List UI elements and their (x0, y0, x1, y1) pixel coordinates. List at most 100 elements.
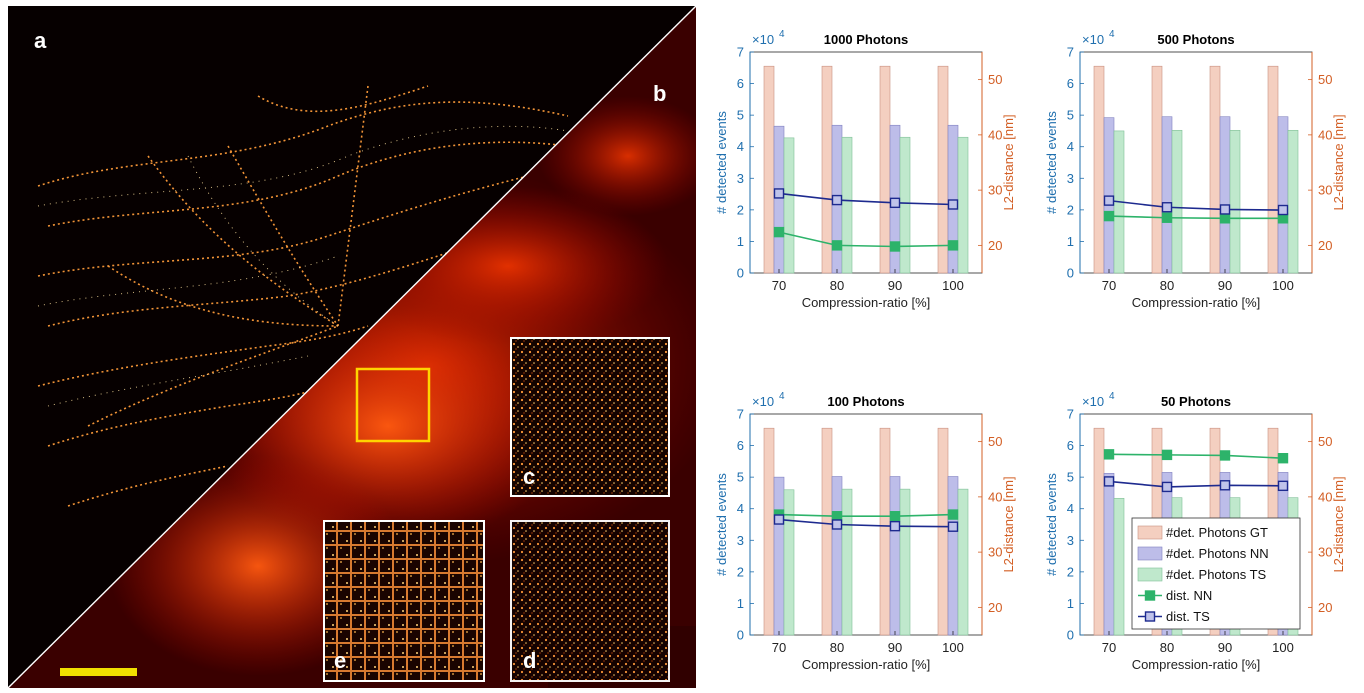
panel-label-c: c (523, 464, 535, 489)
y-tick-label: 1 (737, 234, 744, 249)
x-axis-label: Compression-ratio [%] (1132, 295, 1261, 310)
y2-tick-label: 30 (988, 183, 1002, 198)
roi-box (355, 367, 431, 443)
y2-axis-label: L2-distance [nm] (1001, 476, 1016, 572)
scale-bar (60, 668, 137, 676)
y-tick-label: 6 (737, 438, 744, 453)
point-dist-nn-100 (947, 509, 959, 520)
y-tick-label: 2 (737, 202, 744, 217)
y-tick-label: 1 (1067, 234, 1074, 249)
bar--det-photons-nn-100 (947, 124, 959, 274)
y-exponent-power: 4 (779, 391, 785, 402)
y2-axis-label: L2-distance [nm] (1331, 114, 1346, 210)
bar--det-photons-nn-90 (1219, 116, 1231, 274)
x-tick-label: 100 (1272, 640, 1294, 655)
point-dist-ts-100 (947, 199, 959, 210)
bar--det-photons-nn-70 (1103, 117, 1115, 274)
point-dist-ts-80 (831, 519, 843, 530)
y-exponent-power: 4 (1109, 29, 1115, 40)
y-tick-label: 1 (1067, 596, 1074, 611)
point-dist-nn-100 (947, 240, 959, 251)
y2-tick-label: 20 (1318, 600, 1332, 615)
bar--det-photons-gt-100 (1267, 65, 1279, 274)
x-tick-label: 80 (1160, 640, 1174, 655)
bar--det-photons-gt-80 (1151, 65, 1163, 274)
legend-swatch (1137, 525, 1163, 540)
bar--det-photons-ts-80 (841, 136, 853, 274)
x-tick-label: 90 (1218, 640, 1232, 655)
y-tick-label: 4 (737, 501, 744, 516)
panel-label-a: a (34, 28, 47, 53)
y-tick-label: 0 (1067, 628, 1074, 643)
legend-marker (1144, 611, 1156, 622)
x-axis-label: Compression-ratio [%] (802, 295, 931, 310)
point-dist-ts-70 (773, 188, 785, 199)
point-dist-ts-90 (1219, 480, 1231, 491)
y-tick-label: 5 (1067, 470, 1074, 485)
y-tick-label: 3 (737, 171, 744, 186)
panel-label-e: e (334, 648, 346, 673)
y2-tick-label: 30 (1318, 183, 1332, 198)
bar--det-photons-ts-90 (899, 136, 911, 274)
point-dist-ts-100 (947, 521, 959, 532)
y2-tick-label: 50 (1318, 434, 1332, 449)
chart-1000-photons: 0 1 2 3 4 5 6 7 20 30 40 50 70 80 90 100 1000 Photons ×10… (700, 28, 1032, 328)
bar--det-photons-nn-70 (773, 476, 785, 636)
y-tick-label: 3 (737, 533, 744, 548)
bar--det-photons-gt-90 (879, 427, 891, 636)
y-tick-label: 7 (737, 407, 744, 422)
bar--det-photons-ts-100 (957, 488, 969, 636)
line-dist-nn (778, 513, 954, 518)
bar--det-photons-gt-80 (821, 427, 833, 636)
bar--det-photons-ts-90 (1229, 129, 1241, 274)
y-tick-label: 2 (1067, 202, 1074, 217)
point-dist-ts-80 (1161, 202, 1173, 213)
y-tick-label: 2 (737, 564, 744, 579)
bar--det-photons-ts-70 (783, 489, 795, 636)
bar--det-photons-gt-90 (1209, 65, 1221, 274)
legend: #det. Photons GT #det. Photons NN #det. Ph… (1131, 517, 1301, 630)
y2-tick-label: 40 (988, 489, 1002, 504)
y-exponent-power: 4 (1109, 391, 1115, 402)
y-exponent-power: 4 (779, 29, 785, 40)
point-dist-nn-90 (1219, 450, 1231, 461)
point-dist-nn-70 (1103, 449, 1115, 460)
point-dist-nn-70 (1103, 210, 1115, 222)
legend-label: dist. NN (1166, 588, 1212, 603)
bar--det-photons-ts-100 (957, 136, 969, 274)
x-tick-label: 80 (830, 640, 844, 655)
x-tick-label: 90 (888, 278, 902, 293)
point-dist-nn-80 (1161, 449, 1173, 461)
chart-100-photons: 0 1 2 3 4 5 6 7 20 30 40 50 70 80 90 100 100 Photons ×10 4… (700, 390, 1032, 690)
bar--det-photons-nn-70 (1103, 473, 1115, 636)
x-tick-label: 100 (1272, 278, 1294, 293)
chart-title: 50 Photons (1161, 394, 1231, 409)
microscopy-image: a b c d e (7, 5, 697, 689)
x-tick-label: 70 (772, 640, 786, 655)
y-tick-label: 5 (737, 470, 744, 485)
bar--det-photons-gt-90 (879, 65, 891, 274)
point-dist-nn-90 (889, 511, 901, 522)
y2-tick-label: 40 (988, 127, 1002, 142)
y-tick-label: 4 (737, 139, 744, 154)
y-tick-label: 0 (737, 266, 744, 281)
y-tick-label: 7 (1067, 407, 1074, 422)
y2-tick-label: 40 (1318, 489, 1332, 504)
legend-swatch (1137, 567, 1163, 582)
x-tick-label: 100 (942, 278, 964, 293)
bar--det-photons-ts-100 (1287, 129, 1299, 274)
legend-label: #det. Photons TS (1166, 567, 1267, 582)
point-dist-ts-70 (773, 514, 785, 525)
x-tick-label: 70 (772, 278, 786, 293)
y-tick-label: 0 (1067, 266, 1074, 281)
chart-title: 1000 Photons (824, 32, 909, 47)
y-axis-label: # detected events (1044, 473, 1059, 576)
line-dist-ts (778, 192, 954, 206)
x-tick-label: 90 (1218, 278, 1232, 293)
legend-label: #det. Photons GT (1166, 525, 1268, 540)
point-dist-nn-100 (1277, 453, 1289, 464)
x-tick-label: 80 (1160, 278, 1174, 293)
y-tick-label: 1 (737, 596, 744, 611)
chart-title: 500 Photons (1157, 32, 1234, 47)
y-axis-label: # detected events (714, 473, 729, 576)
